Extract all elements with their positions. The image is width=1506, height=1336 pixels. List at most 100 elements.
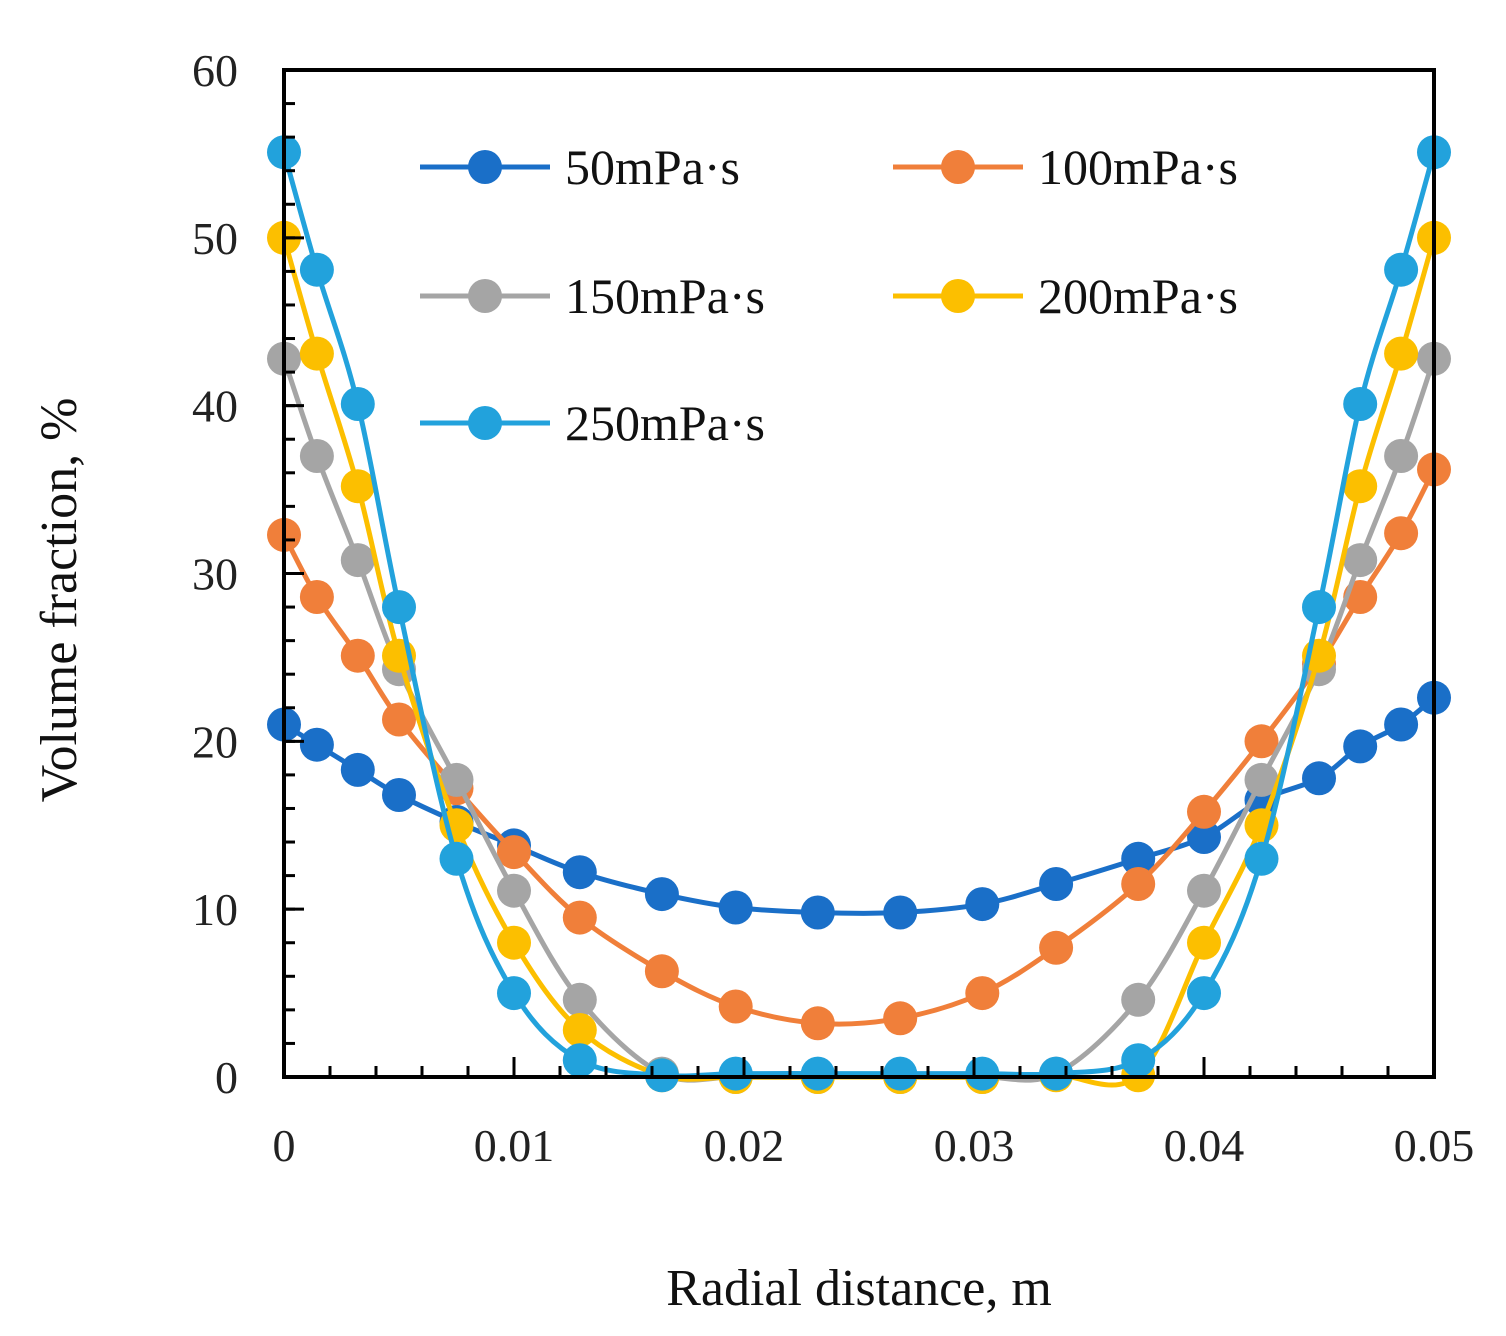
data-point — [800, 1056, 835, 1091]
legend-item: 150mPa·s — [420, 268, 765, 324]
legend-item: 50mPa·s — [420, 139, 740, 195]
x-tick-label: 0.02 — [704, 1120, 785, 1171]
data-point — [497, 873, 531, 908]
y-tick-label: 20 — [192, 716, 238, 767]
data-point — [382, 702, 416, 737]
data-point — [883, 1056, 918, 1091]
data-point — [718, 890, 753, 925]
data-point — [1384, 439, 1419, 473]
series-line — [281, 357, 1437, 1083]
data-point — [497, 976, 531, 1011]
data-point — [1343, 469, 1378, 504]
data-point — [382, 778, 416, 812]
series-layer — [267, 135, 1451, 1094]
y-tick-label: 60 — [192, 45, 238, 96]
data-point — [1187, 873, 1221, 908]
legend-label: 50mPa·s — [565, 139, 740, 195]
data-point — [1039, 1056, 1074, 1091]
data-point — [562, 855, 597, 890]
data-point — [1187, 820, 1221, 854]
legend-marker — [468, 150, 502, 184]
data-point — [562, 1013, 597, 1047]
data-point — [1244, 762, 1279, 797]
y-tick-label: 50 — [192, 213, 238, 264]
data-point — [1121, 867, 1156, 901]
series-line — [281, 151, 1437, 1079]
data-point — [1039, 867, 1074, 901]
legend-item: 250mPa·s — [420, 395, 765, 451]
x-tick-label: 0.05 — [1394, 1120, 1475, 1171]
y-tick-label: 0 — [215, 1052, 238, 1103]
data-point — [340, 543, 375, 578]
data-point — [1384, 252, 1419, 287]
data-point — [883, 895, 918, 930]
data-point — [299, 580, 334, 614]
data-point — [299, 252, 334, 287]
legend-label: 250mPa·s — [565, 395, 765, 451]
data-point — [382, 590, 416, 625]
data-point — [299, 336, 334, 371]
series-1 — [267, 680, 1451, 930]
legend-marker — [468, 279, 502, 313]
data-point — [1343, 729, 1378, 764]
data-point — [1187, 794, 1221, 829]
data-point — [299, 727, 334, 762]
data-point — [1121, 982, 1156, 1017]
data-point — [644, 954, 679, 989]
series-4 — [267, 220, 1451, 1094]
data-point — [1244, 841, 1279, 876]
series-3 — [267, 341, 1451, 1094]
legend-item: 200mPa·s — [893, 268, 1238, 324]
data-point — [1384, 336, 1419, 371]
y-axis-title: Volume fraction, % — [31, 398, 88, 803]
data-point — [497, 925, 531, 960]
legend-label: 200mPa·s — [1038, 268, 1238, 324]
legend-label: 150mPa·s — [565, 268, 765, 324]
data-point — [800, 895, 835, 930]
data-point — [644, 877, 679, 912]
data-point — [439, 762, 474, 797]
data-point — [1187, 925, 1221, 960]
data-point — [1343, 387, 1378, 421]
data-point — [965, 976, 1000, 1011]
x-tick-label: 0.03 — [934, 1120, 1015, 1171]
data-point — [340, 469, 375, 504]
tick-layer: 0 0.01 0.02 0.03 0.04 0.05 0 10 20 30 40 50 60 — [192, 45, 1474, 1171]
series-line — [281, 237, 1437, 1088]
x-axis-title: Radial distance, m — [666, 1260, 1052, 1317]
data-point — [562, 1043, 597, 1078]
data-point — [1384, 516, 1419, 551]
data-point — [1039, 930, 1074, 965]
data-point — [1121, 1043, 1156, 1078]
legend-marker — [468, 406, 502, 440]
x-tick-label: 0.04 — [1164, 1120, 1245, 1171]
data-point — [800, 1006, 835, 1041]
data-point — [299, 439, 334, 473]
y-tick-label: 30 — [192, 549, 238, 600]
legend-marker — [941, 150, 975, 184]
data-point — [340, 638, 375, 673]
data-point — [340, 387, 375, 421]
data-point — [562, 982, 597, 1017]
data-point — [1302, 590, 1336, 625]
data-point — [1302, 761, 1336, 796]
y-tick-label: 40 — [192, 381, 238, 432]
legend-item: 100mPa·s — [893, 139, 1238, 195]
plot-frame — [282, 68, 1436, 1079]
series-2 — [267, 452, 1451, 1041]
data-point — [562, 900, 597, 935]
x-tick-label: 0 — [273, 1120, 296, 1171]
data-point — [965, 887, 1000, 922]
data-point — [883, 1001, 918, 1036]
x-tick-label: 0.01 — [474, 1120, 555, 1171]
data-point — [1244, 724, 1279, 759]
data-point — [497, 835, 531, 870]
series-5 — [267, 135, 1451, 1093]
data-point — [718, 989, 753, 1024]
data-point — [1121, 841, 1156, 876]
legend-marker — [941, 279, 975, 313]
legend: 50mPa·s 100mPa·s 150mPa·s 200mPa·s 250mPa·s — [420, 139, 1238, 451]
series-line — [282, 695, 1436, 916]
data-point — [340, 752, 375, 787]
